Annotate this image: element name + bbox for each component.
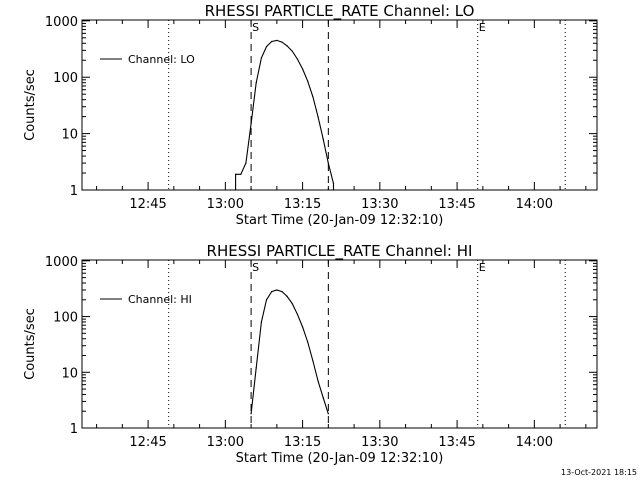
data-point <box>317 116 319 118</box>
y-axis-label: Counts/sec <box>23 69 38 141</box>
data-point <box>322 138 324 140</box>
x-tick-label: 14:00 <box>516 197 553 212</box>
data-point <box>317 380 319 382</box>
data-point <box>265 45 268 48</box>
y-tick-label: 1000 <box>45 15 78 30</box>
marker-label: S <box>252 21 259 34</box>
data-point <box>307 341 309 343</box>
x-tick-label: 13:30 <box>361 197 398 212</box>
y-tick-label: 10 <box>61 128 78 143</box>
panel-lo: RHESSI PARTICLE_RATE Channel: LO 1 10 100 10… <box>23 2 598 228</box>
data-point <box>322 397 324 399</box>
x-tick-label: 13:45 <box>438 197 475 212</box>
y-tick-label: 1000 <box>45 255 78 270</box>
x-tick-label: 13:45 <box>438 435 475 450</box>
data-point <box>327 162 329 164</box>
data-point <box>281 291 283 293</box>
data-point <box>271 291 273 293</box>
data-point <box>271 40 273 43</box>
data-point <box>286 45 288 47</box>
data-point <box>260 57 262 59</box>
plot-frame <box>81 19 598 191</box>
x-axis-label: Start Time (20-Jan-09 12:32:10) <box>236 451 444 466</box>
data-point <box>307 80 309 82</box>
data-point <box>276 39 278 41</box>
data-point <box>260 321 262 323</box>
chart-title: RHESSI PARTICLE_RATE Channel: HI <box>207 242 473 261</box>
y-tick-label: 1 <box>70 422 78 437</box>
x-tick-label: 13:30 <box>361 435 398 450</box>
y-tick-label: 1 <box>70 184 78 199</box>
chart-title: RHESSI PARTICLE_RATE Channel: LO <box>205 2 475 21</box>
data-point <box>327 413 329 415</box>
x-tick-label: 13:00 <box>207 435 244 450</box>
data-point <box>296 313 299 315</box>
data-point <box>255 82 257 84</box>
data-point <box>250 413 252 415</box>
data-point <box>286 295 288 298</box>
data-point <box>229 189 232 191</box>
timestamp: 13-Oct-2021 18:15 <box>561 468 637 477</box>
data-point <box>255 367 257 369</box>
data-point <box>332 189 335 191</box>
data-point <box>276 289 278 291</box>
data-point <box>301 68 304 70</box>
data-point <box>301 326 304 328</box>
x-tick-label: 13:00 <box>207 197 244 212</box>
data-point <box>312 96 314 98</box>
data-point <box>265 299 268 301</box>
series-line <box>250 289 329 414</box>
legend-label: Channel: LO <box>128 53 195 66</box>
panel-hi: RHESSI PARTICLE_RATE Channel: HI 1 10 100 10… <box>23 242 598 466</box>
marker-label: S <box>252 261 259 274</box>
y-axis-label: Counts/sec <box>23 308 38 380</box>
x-tick-label: 12:45 <box>129 197 166 212</box>
y-tick-label: 100 <box>53 311 78 326</box>
data-point <box>250 123 252 125</box>
data-point <box>235 189 237 191</box>
data-point <box>235 173 237 175</box>
marker-label: E <box>479 261 486 274</box>
data-point <box>312 360 314 362</box>
data-point <box>240 173 242 175</box>
data-point <box>296 58 299 60</box>
data-point <box>332 182 335 185</box>
y-tick-label: 10 <box>61 366 78 381</box>
y-tick-label: 100 <box>53 71 78 86</box>
data-point <box>291 50 293 52</box>
marker-label: E <box>479 21 486 34</box>
series-line <box>230 39 335 191</box>
legend-label: Channel: HI <box>128 293 192 306</box>
x-tick-label: 14:00 <box>516 435 553 450</box>
x-tick-label: 12:45 <box>129 435 166 450</box>
data-point <box>281 41 283 43</box>
x-tick-label: 13:15 <box>284 435 321 450</box>
plot-frame <box>81 259 598 429</box>
data-point <box>245 162 247 164</box>
x-tick-label: 13:15 <box>284 197 321 212</box>
x-axis-label: Start Time (20-Jan-09 12:32:10) <box>236 213 444 228</box>
data-point <box>291 303 293 305</box>
